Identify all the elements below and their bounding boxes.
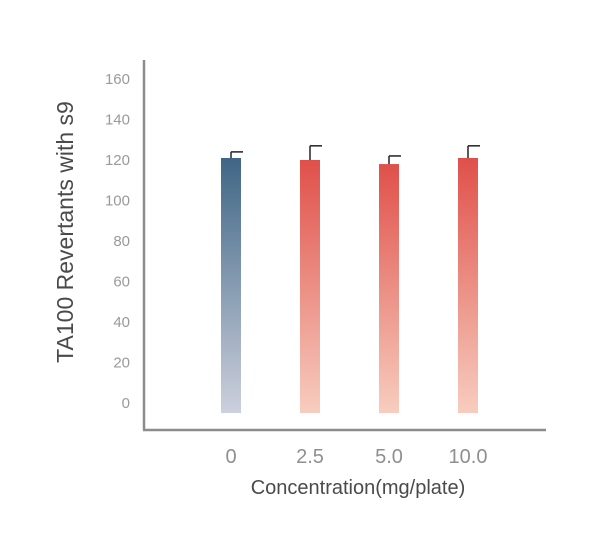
y-tick-label: 120 [105,152,130,169]
x-tick-label: 10.0 [449,446,488,468]
y-tick-label: 160 [105,71,130,88]
x-axis-title: Concentration(mg/plate) [251,477,466,499]
bar-2.5 [300,160,320,413]
bar-0 [221,157,241,413]
y-tick-label: 60 [113,274,130,291]
x-tick-label: 0 [225,446,236,468]
y-axis-title: TA100 Revertants with s9 [52,101,78,363]
x-tick-label: 5.0 [375,446,403,468]
x-tick-label: 2.5 [296,446,324,468]
y-tick-label: 140 [105,112,130,129]
y-tick-label: 40 [113,314,130,331]
y-tick-label: 20 [113,355,130,372]
bar-10.0 [458,157,478,413]
y-tick-label: 80 [113,233,130,250]
y-tick-label: 0 [122,395,130,412]
y-tick-label: 100 [105,193,130,210]
bar-5.0 [379,164,399,413]
